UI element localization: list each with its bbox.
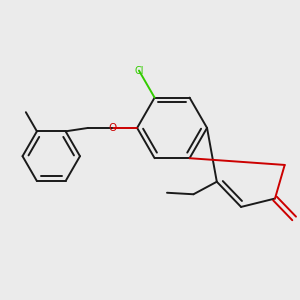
Text: Cl: Cl <box>134 65 144 76</box>
Text: O: O <box>108 123 116 133</box>
